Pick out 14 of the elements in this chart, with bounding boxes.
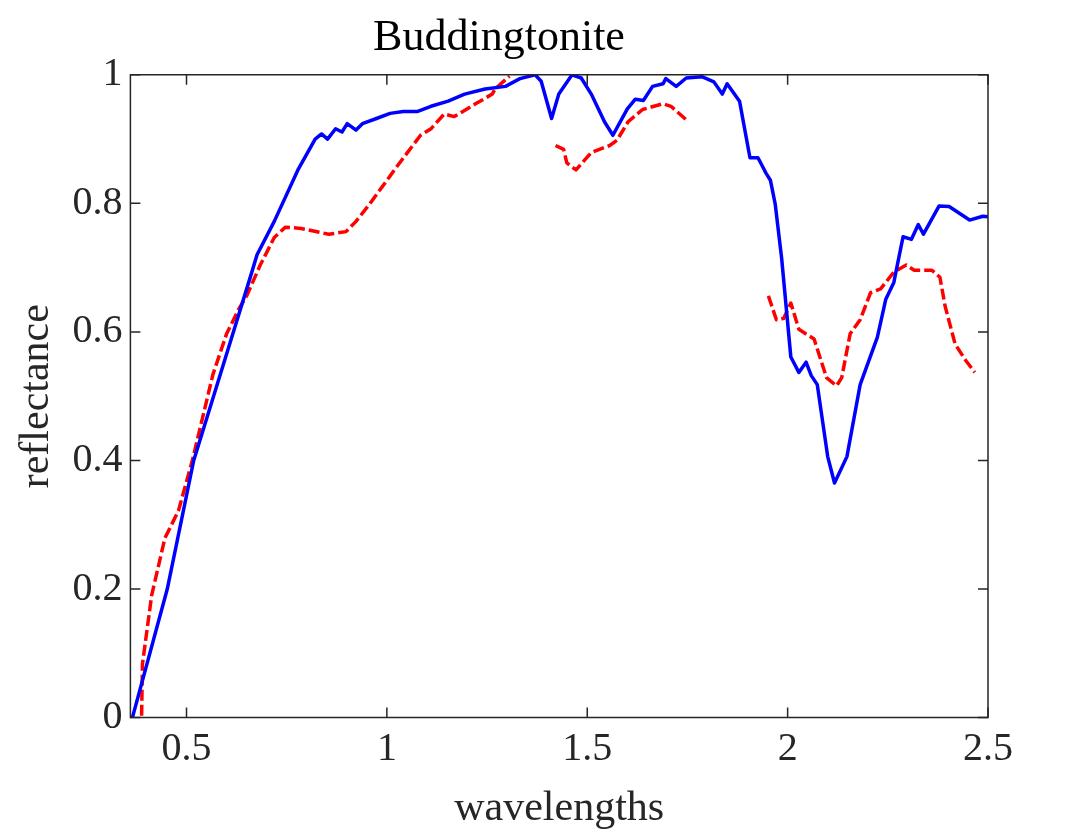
y-tick-label: 0.4 [72,434,123,480]
y-tick-label: 1 [102,49,123,95]
y-tick-label: 0 [102,692,123,738]
y-tick-label: 0.6 [72,306,123,352]
y-tick-label: 0.8 [72,177,123,223]
chart-title: Buddingtonite [373,10,625,60]
x-tick-label: 0.5 [161,724,212,770]
x-tick-label: 2.5 [963,724,1013,770]
x-tick-label: 2 [777,724,798,770]
x-tick-label: 1 [376,724,397,770]
y-tick-label: 0.2 [72,563,123,609]
y-axis-title: reflectance [11,304,58,489]
x-tick-label: 1.5 [562,724,613,770]
x-axis-title: wavelengths [454,782,665,829]
